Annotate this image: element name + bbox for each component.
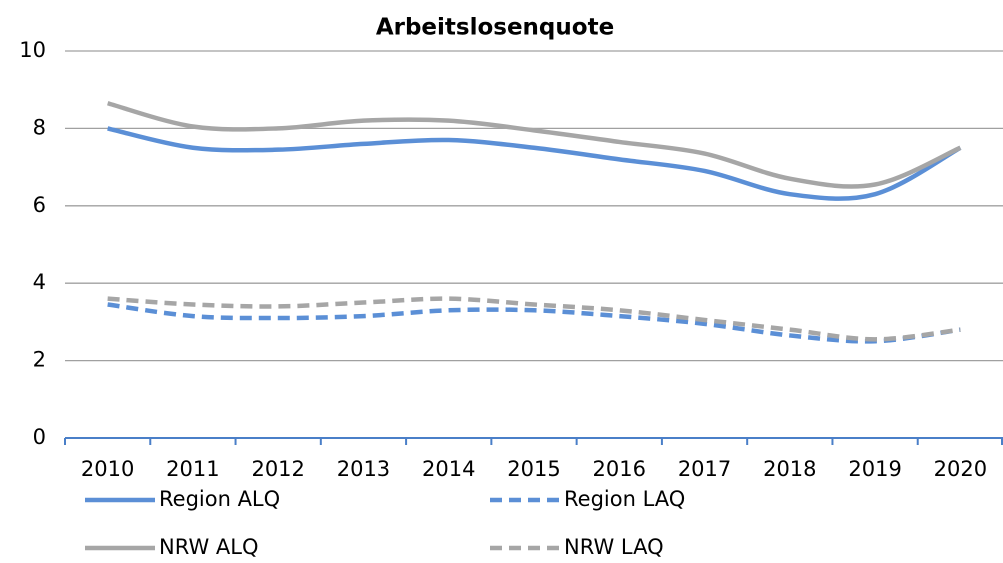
chart-title: Arbeitslosenquote — [376, 15, 614, 41]
y-tick-label: 2 — [33, 348, 46, 372]
x-tick-label: 2018 — [763, 457, 816, 481]
y-tick-label: 6 — [33, 193, 46, 217]
x-tick-label: 2016 — [593, 457, 646, 481]
series-line — [107, 296, 961, 342]
x-tick-label: 2010 — [81, 457, 134, 481]
legend-label: Region ALQ — [159, 487, 280, 511]
legend-label: Region LAQ — [564, 487, 685, 511]
series-line — [107, 101, 962, 189]
y-tick-label: 4 — [33, 270, 46, 294]
x-tick-label: 2011 — [166, 457, 219, 481]
y-tick-label: 0 — [33, 425, 46, 449]
x-tick-label: 2017 — [678, 457, 731, 481]
x-tick-label: 2012 — [251, 457, 304, 481]
series-line — [107, 126, 962, 201]
x-tick-label: 2014 — [422, 457, 475, 481]
legend-label: NRW LAQ — [564, 535, 664, 559]
x-tick-label: 2019 — [848, 457, 901, 481]
x-tick-label: 2020 — [934, 457, 987, 481]
x-tick-label: 2013 — [337, 457, 390, 481]
legend-label: NRW ALQ — [159, 535, 258, 559]
y-tick-label: 10 — [19, 38, 46, 62]
series-line — [107, 302, 961, 344]
x-tick-label: 2015 — [507, 457, 560, 481]
y-tick-label: 8 — [33, 115, 46, 139]
